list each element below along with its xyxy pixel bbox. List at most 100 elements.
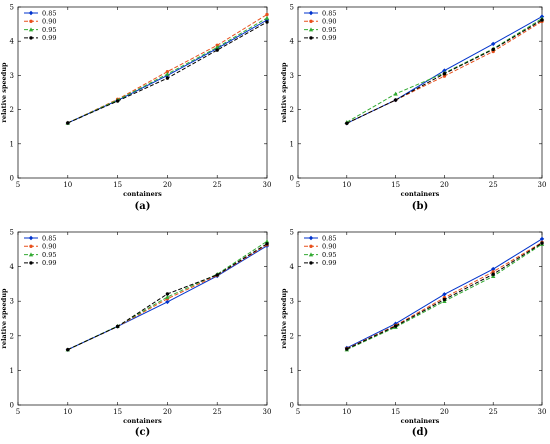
series-0.99 (66, 20, 269, 125)
data-point (165, 69, 170, 74)
x-tick-label: 25 (489, 408, 498, 416)
data-point (165, 292, 170, 296)
data-point (115, 99, 120, 103)
data-point (345, 121, 349, 125)
data-point (442, 74, 447, 78)
data-point (265, 242, 269, 246)
data-point (264, 15, 270, 20)
y-tick-label: 2 (290, 106, 294, 114)
y-tick-label: 4 (10, 38, 15, 46)
legend: 0.850.900.950.99 (24, 9, 56, 42)
caption-b: (b) (412, 201, 428, 212)
y-tick-label: 0 (10, 175, 14, 183)
data-point (442, 71, 447, 76)
y-tick-label: 2 (290, 332, 294, 340)
data-point (442, 297, 447, 302)
legend: 0.850.900.950.99 (304, 234, 336, 267)
data-point (393, 98, 398, 102)
legend-marker (308, 252, 314, 257)
legend-label: 0.99 (42, 259, 56, 267)
x-tick-label: 20 (440, 181, 449, 189)
data-point (491, 274, 496, 279)
data-point (265, 12, 269, 17)
legend-marker (29, 261, 33, 265)
y-tick-label: 0 (290, 402, 294, 410)
y-tick-label: 3 (290, 298, 294, 306)
x-tick-label: 25 (489, 181, 498, 189)
data-point (491, 272, 495, 276)
data-point (215, 273, 219, 277)
data-point (540, 18, 544, 22)
x-tick-label: 10 (342, 181, 351, 189)
plot-frame (17, 6, 268, 179)
caption-c: (c) (135, 427, 151, 438)
legend-label: 0.90 (42, 18, 56, 26)
legend-label: 0.90 (322, 18, 336, 26)
data-point (491, 41, 496, 47)
x-tick-label: 20 (163, 181, 172, 189)
data-point (66, 121, 70, 125)
data-point (539, 236, 545, 242)
panel-c: 5 10 15 20 25 30 0 1 2 3 4 5 containers relative spee… (0, 229, 271, 439)
x-tick-label: 15 (391, 408, 400, 416)
x-tick-label: 30 (538, 408, 547, 416)
y-axis-label: relative speedup (280, 288, 288, 349)
legend-label: 0.95 (322, 26, 336, 34)
x-tick-label: 15 (113, 408, 122, 416)
x-tick-label: 5 (16, 181, 20, 189)
legend-marker (309, 19, 313, 23)
y-tick-label: 0 (290, 175, 294, 183)
data-point (442, 68, 447, 73)
panel-b: 5 10 15 20 25 30 0 1 2 3 4 5 containers relative spee… (280, 4, 546, 213)
series-0.85 (344, 236, 545, 351)
legend-label: 0.85 (322, 234, 336, 242)
series-0.99 (66, 242, 269, 352)
legend-label: 0.90 (322, 243, 336, 251)
legend-label: 0.90 (42, 243, 56, 251)
legend-label: 0.85 (322, 9, 336, 17)
x-tick-label: 30 (263, 408, 272, 416)
legend: 0.850.900.950.99 (24, 234, 56, 267)
y-tick-label: 4 (290, 263, 295, 271)
legend-marker (308, 235, 314, 241)
legend-marker (309, 244, 313, 248)
data-point (265, 20, 269, 24)
plot-frame (297, 231, 543, 406)
series-0.99 (345, 241, 544, 351)
data-point (165, 76, 170, 80)
legend-label: 0.85 (42, 9, 56, 17)
x-tick-label: 20 (440, 408, 449, 416)
legend-label: 0.95 (322, 251, 336, 259)
x-tick-label: 5 (296, 408, 300, 416)
x-tick-label: 5 (16, 408, 20, 416)
series-0.99 (345, 18, 544, 125)
x-tick-label: 25 (213, 408, 222, 416)
legend-marker (29, 36, 33, 40)
y-tick-label: 3 (10, 72, 14, 80)
y-tick-label: 4 (290, 38, 295, 46)
legend-marker (29, 244, 33, 248)
data-point (491, 270, 495, 274)
x-axis-label: containers (123, 190, 162, 198)
plot-frame (297, 6, 543, 179)
x-axis-label: containers (123, 417, 162, 425)
data-point (215, 45, 220, 50)
x-tick-label: 30 (263, 181, 272, 189)
data-point (165, 294, 170, 299)
y-tick-label: 1 (290, 140, 294, 148)
data-point (393, 91, 398, 96)
series-0.90 (66, 12, 269, 125)
x-tick-label: 25 (213, 181, 222, 189)
panel-a: 5 10 15 20 25 30 0 1 2 3 4 5 containers relative spee… (0, 4, 271, 213)
legend-label: 0.95 (42, 251, 56, 259)
x-tick-label: 10 (63, 408, 72, 416)
y-tick-label: 0 (10, 402, 14, 410)
legend-marker (309, 36, 313, 40)
y-tick-label: 1 (10, 367, 14, 375)
data-point (393, 324, 398, 328)
legend-marker (309, 261, 313, 265)
legend-label: 0.85 (42, 234, 56, 242)
legend-label: 0.95 (42, 26, 56, 34)
y-axis-label: relative speedup (0, 62, 8, 123)
x-tick-label: 10 (342, 408, 351, 416)
